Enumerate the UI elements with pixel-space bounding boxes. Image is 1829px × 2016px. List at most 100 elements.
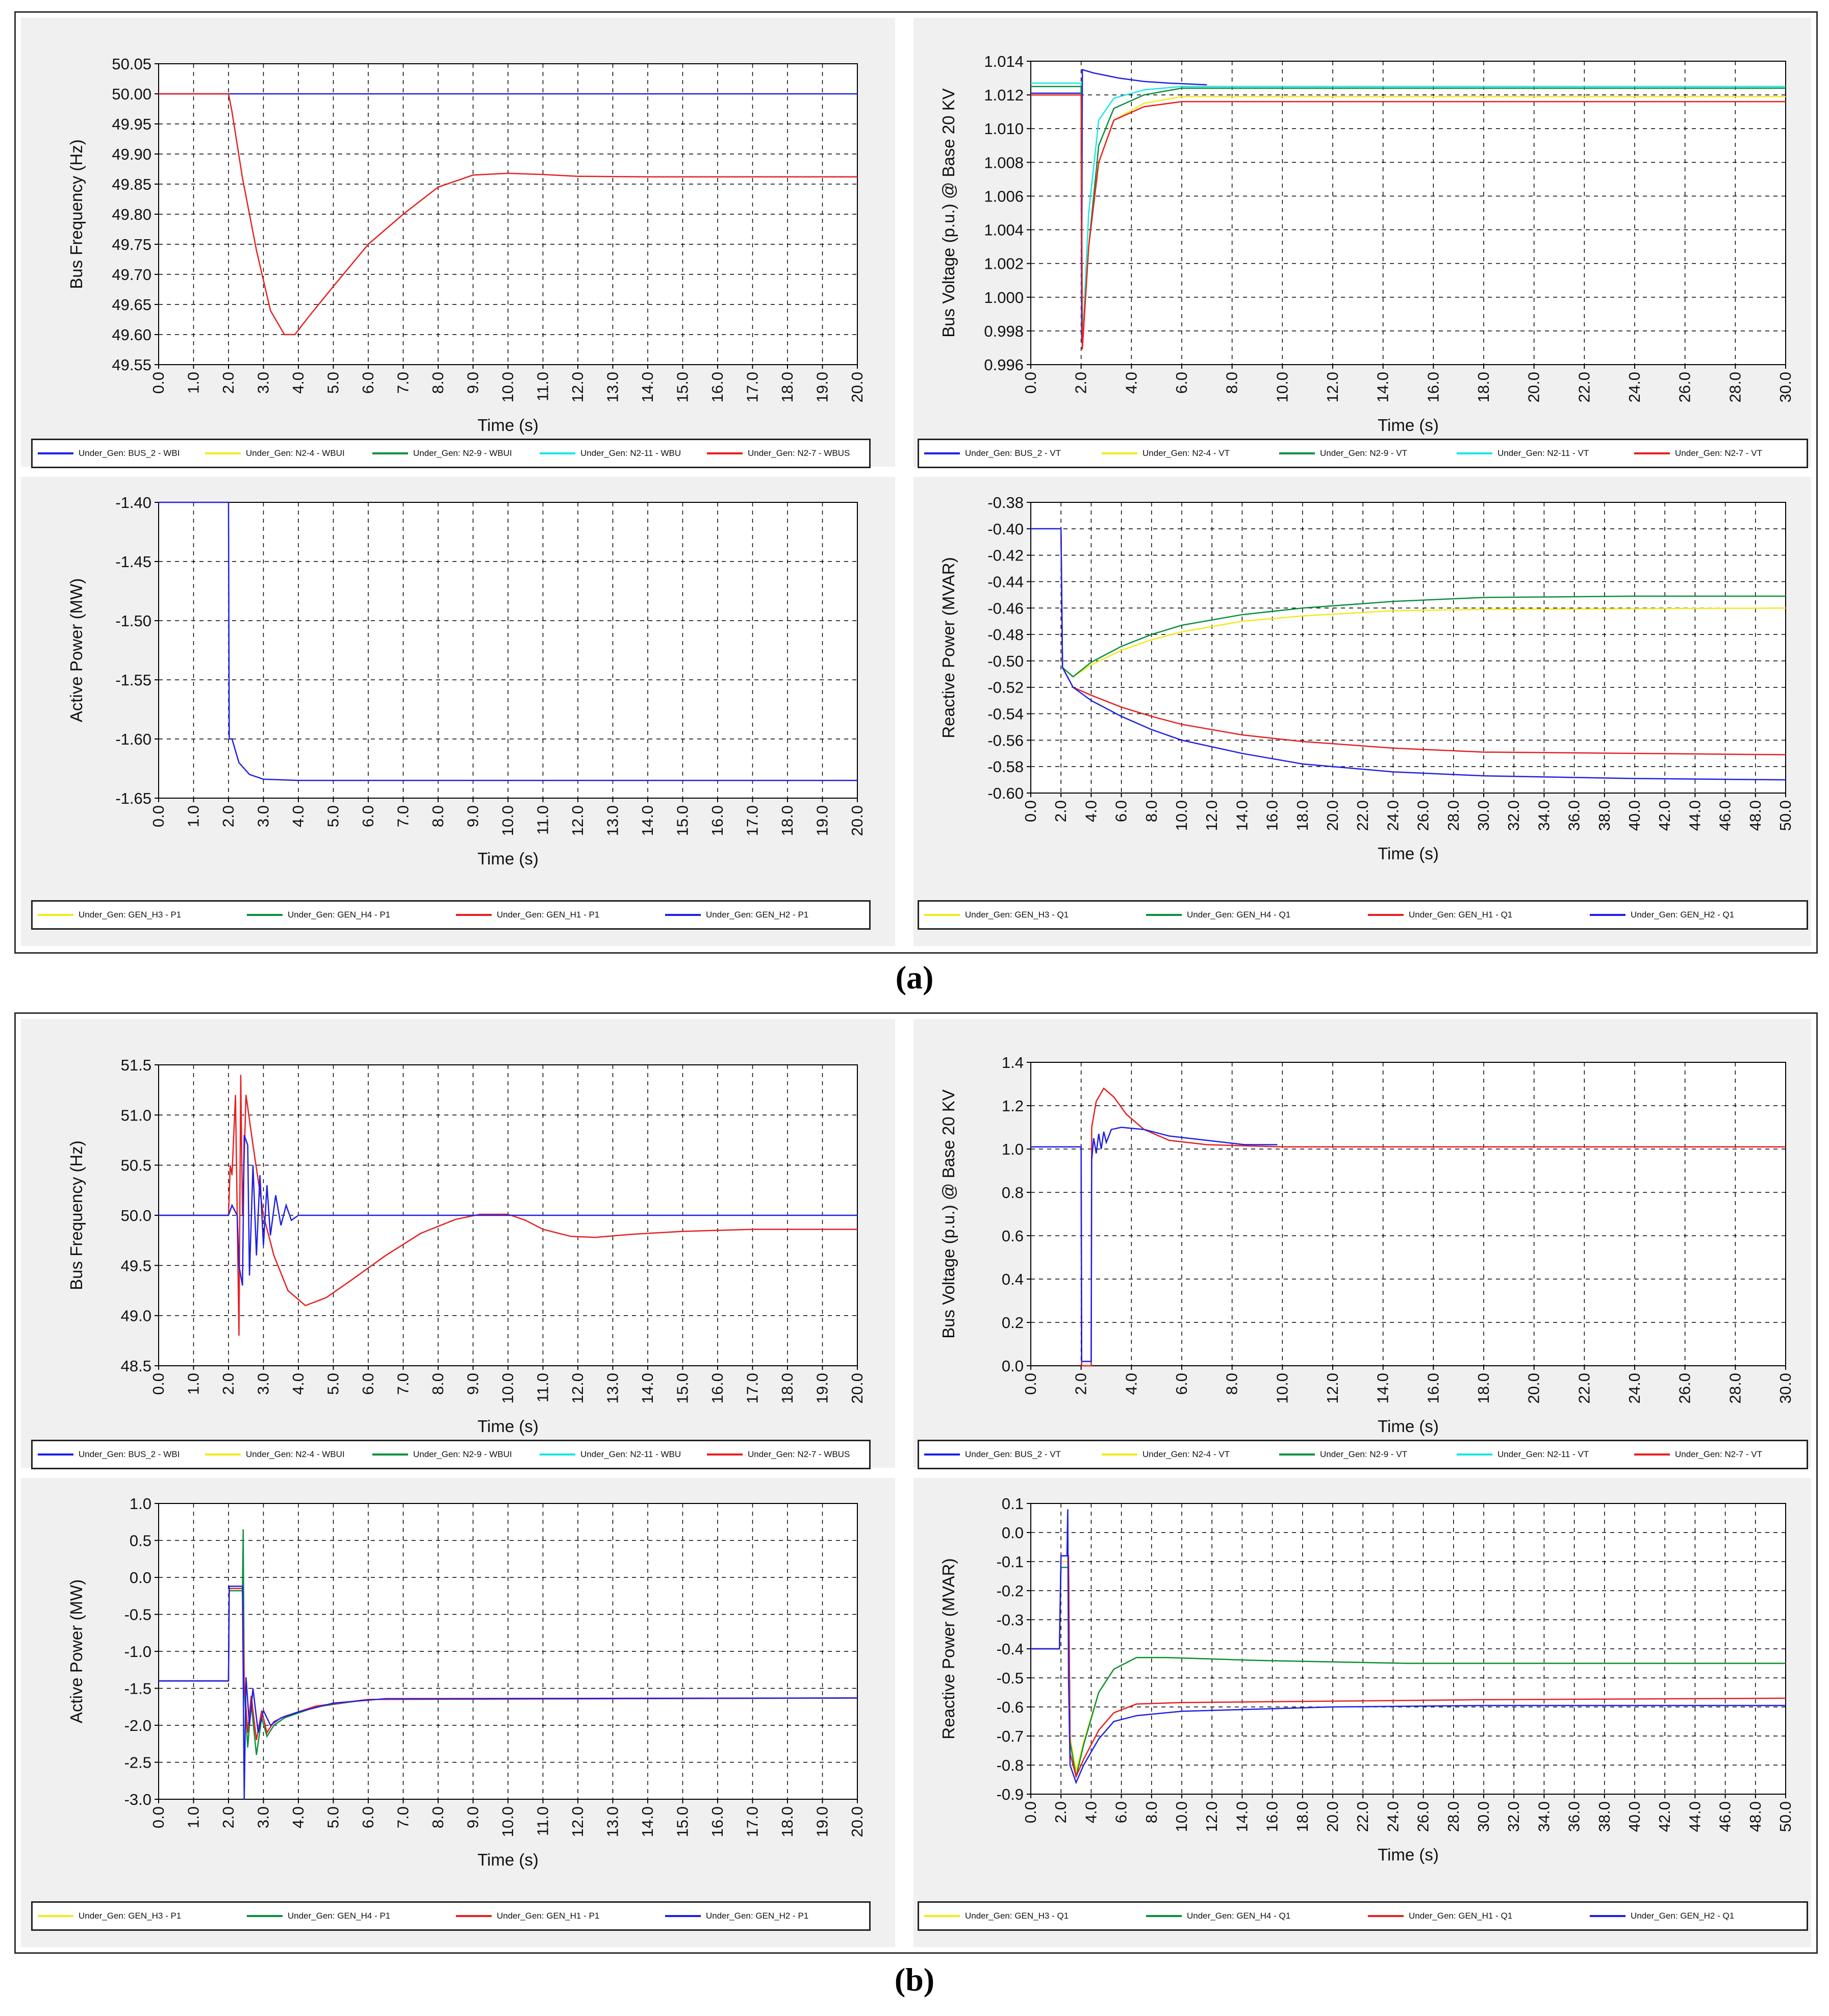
x-tick-label: 24.0: [1384, 1801, 1402, 1832]
y-tick-label: 49.70: [112, 266, 151, 284]
x-tick-label: 4.0: [289, 1806, 307, 1828]
legend-label: Under_Gen: GEN_H3 - P1: [79, 910, 182, 920]
series-line: [159, 1529, 857, 1755]
x-tick-label: 28.0: [1444, 1801, 1462, 1832]
x-tick-label: 10.0: [1273, 372, 1291, 402]
legend-label: Under_Gen: GEN_H2 - P1: [706, 910, 809, 920]
legend-item: Under_Gen: N2-11 - WBU: [540, 1441, 701, 1468]
x-tick-label: 18.0: [1293, 800, 1311, 831]
legend-item: Under_Gen: GEN_H3 - Q1: [924, 902, 1140, 928]
legend-swatch: [1279, 452, 1315, 454]
y-axis-label: Active Power (MW): [67, 1579, 86, 1723]
legend-label: Under_Gen: N2-11 - VT: [1497, 1449, 1589, 1459]
x-tick-label: 17.0: [744, 805, 761, 836]
legend-swatch: [1634, 1453, 1670, 1456]
x-tick-label: 8.0: [1223, 1373, 1241, 1395]
y-tick-label: -0.52: [987, 679, 1024, 697]
y-tick-label: 1.008: [984, 154, 1024, 171]
series-line: [159, 1135, 857, 1286]
x-tick-label: 24.0: [1384, 800, 1402, 831]
y-tick-label: 1.000: [984, 289, 1024, 307]
y-tick-label: -0.4: [997, 1640, 1024, 1658]
legend-label: Under_Gen: GEN_H4 - P1: [288, 1911, 391, 1921]
legend-item: Under_Gen: BUS_2 - VT: [924, 1441, 1096, 1468]
x-tick-label: 10.0: [1173, 1801, 1190, 1832]
x-axis-label: Time (s): [477, 849, 539, 868]
legend-swatch: [1368, 914, 1404, 916]
y-tick-label: -0.5: [124, 1606, 151, 1624]
legend-swatch: [707, 452, 743, 454]
legend-item: Under_Gen: N2-9 - WBUI: [372, 440, 534, 467]
y-tick-label: 49.80: [112, 206, 151, 223]
y-tick-label: 0.0: [1002, 1524, 1024, 1542]
legend-label: Under_Gen: GEN_H1 - Q1: [1409, 910, 1513, 920]
x-tick-label: 18.0: [1475, 372, 1492, 402]
legend-label: Under_Gen: N2-11 - VT: [1497, 448, 1589, 458]
y-tick-label: 49.90: [112, 145, 151, 163]
legend-item: Under_Gen: N2-9 - WBUI: [372, 1441, 534, 1468]
x-tick-label: 11.0: [534, 1373, 552, 1402]
y-tick-label: 51.5: [121, 1056, 151, 1074]
x-tick-label: 18.0: [778, 1806, 796, 1837]
x-tick-label: 11.0: [534, 372, 552, 401]
x-tick-label: 44.0: [1686, 1801, 1704, 1832]
legend-item: Under_Gen: N2-7 - VT: [1634, 1441, 1806, 1468]
y-tick-label: 49.5: [121, 1257, 151, 1274]
x-tick-label: 38.0: [1595, 800, 1613, 831]
x-tick-label: 20.0: [1525, 1373, 1543, 1403]
x-tick-label: 19.0: [814, 1373, 831, 1403]
legend-swatch: [372, 1453, 408, 1456]
x-tick-label: 4.0: [289, 372, 307, 394]
x-tick-label: 20.0: [848, 1806, 866, 1837]
x-tick-label: 2.0: [219, 1373, 237, 1395]
y-tick-label: -0.5: [997, 1669, 1024, 1687]
y-tick-label: 1.002: [984, 255, 1024, 273]
x-tick-label: 11.0: [534, 1806, 552, 1836]
legend-swatch: [1279, 1453, 1315, 1456]
x-tick-label: 1.0: [185, 1373, 202, 1395]
x-tick-label: 15.0: [674, 805, 692, 836]
x-tick-label: 24.0: [1625, 372, 1643, 402]
legend-bus-b: Under_Gen: BUS_2 - WBI Under_Gen: N2-4 - …: [31, 1440, 871, 1469]
y-tick-label: 1.0: [1002, 1140, 1024, 1158]
x-tick-label: 2.0: [1052, 800, 1070, 822]
legend-swatch: [38, 452, 73, 454]
legend-label: Under_Gen: N2-9 - WBUI: [413, 448, 512, 458]
y-tick-label: 1.006: [984, 187, 1024, 205]
x-tick-label: 1.0: [185, 372, 202, 394]
y-tick-label: 0.0: [130, 1569, 151, 1587]
x-tick-label: 14.0: [1374, 372, 1392, 402]
x-tick-label: 32.0: [1505, 800, 1522, 831]
legend-swatch: [665, 1915, 701, 1917]
x-tick-label: 30.0: [1776, 1373, 1794, 1403]
x-tick-label: 7.0: [394, 1373, 412, 1395]
x-tick-label: 7.0: [394, 372, 412, 394]
y-tick-label: -0.2: [997, 1582, 1024, 1600]
legend-swatch: [707, 1453, 743, 1456]
x-tick-label: 18.0: [1293, 1801, 1311, 1832]
legend-swatch: [247, 1915, 283, 1917]
plot-area: [1030, 61, 1786, 365]
x-axis-label: Time (s): [477, 416, 539, 435]
x-tick-label: 3.0: [255, 805, 272, 827]
chart-active-power-b: -3.0 -2.5 -2.0 -1.5 -1.0 -0.5 0.0 0.5 1.0 0.0 1.0 2…: [67, 1495, 866, 1869]
x-tick-label: 30.0: [1475, 1801, 1492, 1832]
y-tick-label: 49.75: [112, 236, 151, 253]
panel-b2: 0.0 0.2 0.4 0.6 0.8 1.0 1.2 1.4 0.0 2.0 4.0 6.0 8.0 1…: [913, 1019, 1811, 1468]
legend-item: Under_Gen: GEN_H3 - Q1: [924, 1903, 1140, 1929]
x-tick-label: 7.0: [394, 805, 412, 827]
x-tick-label: 40.0: [1625, 800, 1643, 831]
x-tick-label: 2.0: [219, 1806, 237, 1828]
y-tick-label: -0.58: [987, 758, 1024, 776]
y-tick-label: -0.46: [987, 599, 1024, 617]
x-axis-label: Time (s): [1378, 416, 1439, 435]
x-tick-label: 8.0: [1142, 800, 1160, 822]
x-tick-label: 14.0: [1233, 800, 1251, 831]
x-tick-label: 6.0: [359, 805, 377, 827]
y-tick-label: -0.40: [987, 520, 1024, 538]
x-tick-label: 6.0: [359, 1806, 377, 1828]
series-line: [159, 501, 857, 781]
y-tick-label: 49.65: [112, 296, 151, 314]
legend-label: Under_Gen: N2-9 - WBUI: [413, 1449, 512, 1459]
x-tick-label: 0.0: [1022, 1373, 1039, 1395]
